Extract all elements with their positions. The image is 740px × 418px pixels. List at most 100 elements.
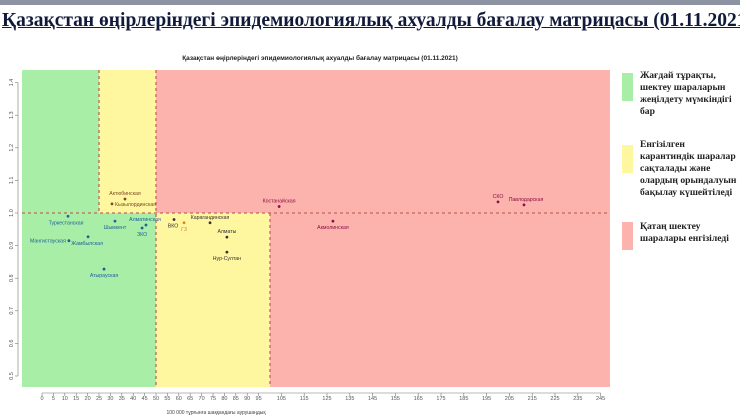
x-tick-label: 30 bbox=[107, 396, 113, 402]
x-tick-label: 75 bbox=[210, 396, 216, 402]
x-tick-label: 5 bbox=[52, 396, 55, 402]
x-tick-label: 50 bbox=[153, 396, 159, 402]
data-point-label: ВКО bbox=[168, 224, 178, 230]
x-tick-label: 40 bbox=[130, 396, 136, 402]
data-point-label: Акмолинская bbox=[317, 225, 349, 231]
data-point-group: Карагандинская bbox=[191, 215, 230, 225]
y-tick-label: 1.2 bbox=[9, 144, 15, 152]
x-tick-label: 15 bbox=[73, 396, 79, 402]
data-point-group: Кызылординская bbox=[110, 202, 156, 208]
data-point-group: Шымкент bbox=[104, 219, 127, 231]
data-point-group: Нур-Султан bbox=[213, 250, 241, 262]
data-point bbox=[208, 221, 212, 225]
data-point-group: Павлодарская bbox=[509, 197, 544, 207]
x-tick-label: 10 bbox=[62, 396, 68, 402]
y-tick-label: 0.5 bbox=[9, 372, 15, 380]
data-point-label: Костанайская bbox=[263, 197, 296, 204]
data-point-label: Алматы bbox=[217, 229, 236, 235]
data-point-label: ГЗ bbox=[181, 227, 187, 233]
legend-swatch-red bbox=[622, 222, 633, 250]
data-point-group: ГЗ bbox=[181, 221, 187, 233]
legend-swatch-green bbox=[622, 73, 633, 101]
zone-red-upper bbox=[156, 70, 610, 213]
data-point-label: Алматинская bbox=[129, 217, 161, 223]
x-tick-label: 235 bbox=[573, 396, 582, 402]
x-tick-label: 0 bbox=[40, 396, 43, 402]
data-point-label: Жамбылская bbox=[71, 241, 103, 247]
data-point-group: Алматинская bbox=[129, 217, 161, 227]
x-tick-label: 25 bbox=[96, 396, 102, 402]
data-point bbox=[331, 219, 335, 223]
data-point-label: Актюбинская bbox=[109, 191, 141, 197]
data-point bbox=[522, 203, 526, 207]
x-tick-label: 70 bbox=[199, 396, 205, 402]
y-tick-label: 1.3 bbox=[9, 111, 15, 119]
data-point bbox=[496, 200, 500, 204]
zone-red-lower bbox=[270, 213, 610, 387]
data-point-label: Кызылординская bbox=[115, 202, 156, 208]
data-point-label: Мангистауская bbox=[30, 239, 66, 245]
data-point-group: Акмолинская bbox=[317, 219, 349, 231]
data-point bbox=[172, 218, 176, 221]
data-point bbox=[102, 267, 106, 271]
data-point-label: Атырауская bbox=[90, 273, 119, 279]
x-tick-label: 95 bbox=[256, 396, 262, 402]
data-point bbox=[225, 235, 229, 239]
data-point bbox=[182, 221, 186, 225]
data-point-group: ЗКО bbox=[137, 226, 147, 238]
zone-green-lower bbox=[22, 213, 156, 387]
x-tick-label: 225 bbox=[550, 396, 559, 402]
data-point-label: Павлодарская bbox=[509, 197, 544, 203]
x-tick-label: 35 bbox=[119, 396, 125, 402]
x-tick-label: 185 bbox=[459, 396, 468, 402]
data-point-group: Жамбылская bbox=[71, 235, 103, 247]
x-tick-label: 135 bbox=[345, 396, 354, 402]
slide-title: Қазақстан өңірлеріндегі эпидемиологиялық… bbox=[2, 10, 740, 31]
x-tick-label: 205 bbox=[505, 396, 514, 402]
data-point bbox=[67, 239, 71, 243]
data-point bbox=[113, 219, 117, 223]
x-axis-label: 100 000 тұрғынға шаққандағы аурушаңдық bbox=[166, 410, 266, 416]
x-tick-label: 80 bbox=[221, 396, 227, 402]
data-point-label: Шымкент bbox=[104, 225, 127, 231]
y-tick-label: 1.1 bbox=[9, 177, 15, 185]
x-tick-label: 65 bbox=[187, 396, 193, 402]
data-point bbox=[144, 223, 148, 227]
y-tick-label: 0.9 bbox=[9, 242, 15, 250]
chart-title: Қазақстан өңірлеріндегі эпидемиологиялық… bbox=[182, 54, 458, 62]
legend-text-yellow: Енгізілген карантиндік шаралар сақталады… bbox=[640, 139, 737, 198]
x-tick-label: 165 bbox=[414, 396, 423, 402]
data-point-label: Туркестанская bbox=[49, 220, 84, 226]
x-tick-label: 115 bbox=[300, 396, 309, 402]
top-bar bbox=[0, 0, 740, 5]
y-tick-label: 0.7 bbox=[9, 307, 15, 315]
data-point-group: Актюбинская bbox=[109, 191, 141, 201]
data-point-group: Костанайская bbox=[263, 197, 296, 208]
y-tick-label: 1.0 bbox=[9, 209, 15, 217]
x-tick-label: 60 bbox=[176, 396, 182, 402]
data-point-label: ЗКО bbox=[137, 232, 147, 238]
x-tick-label: 55 bbox=[164, 396, 170, 402]
data-point bbox=[110, 202, 114, 206]
x-tick-label: 20 bbox=[85, 396, 91, 402]
zone-green-upper bbox=[22, 70, 99, 213]
data-point-label: Карагандинская bbox=[191, 215, 230, 221]
data-point bbox=[123, 197, 127, 201]
data-point bbox=[225, 250, 229, 254]
data-point-group: ВКО bbox=[168, 218, 178, 230]
data-point-label: Нур-Султан bbox=[213, 256, 241, 262]
data-point-group: Алматы bbox=[217, 229, 237, 239]
y-tick-label: 1.4 bbox=[9, 79, 15, 87]
data-point bbox=[140, 226, 144, 230]
data-point-group: СКО bbox=[493, 194, 503, 204]
x-tick-label: 245 bbox=[596, 396, 605, 402]
x-tick-label: 175 bbox=[436, 396, 445, 402]
zone-yellow-lower bbox=[156, 213, 270, 387]
x-tick-label: 215 bbox=[528, 396, 537, 402]
x-tick-label: 90 bbox=[244, 396, 250, 402]
legend-text-green: Жағдай тұрақты, шектеу шараларын жеңілде… bbox=[640, 70, 732, 117]
x-tick-label: 145 bbox=[368, 396, 377, 402]
data-point bbox=[86, 235, 90, 239]
x-tick-label: 105 bbox=[277, 396, 286, 402]
